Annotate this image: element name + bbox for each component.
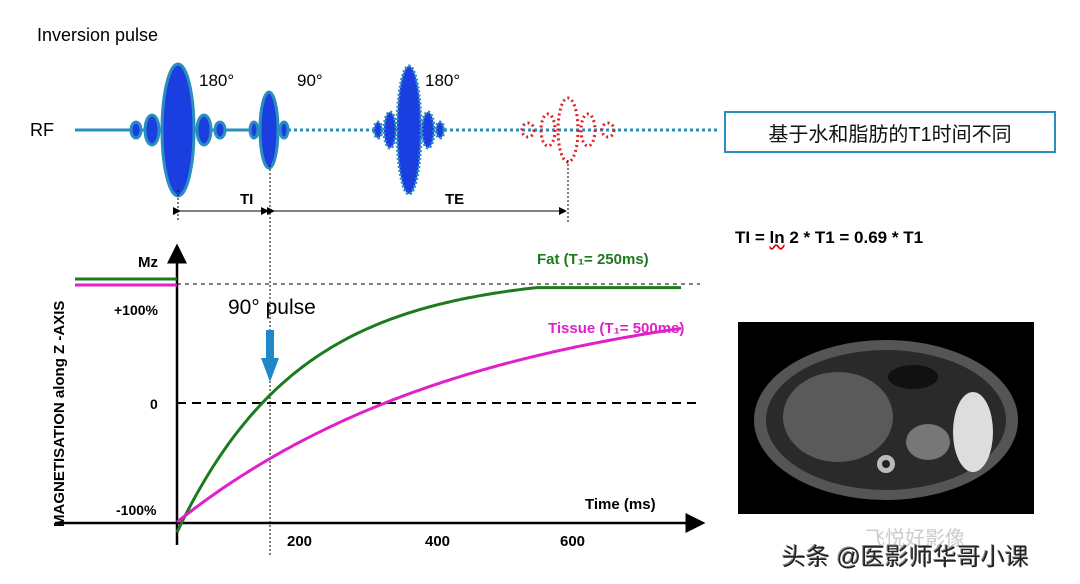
tissue-curve [176,326,682,524]
x-axis-label: Time (ms) [585,496,656,513]
watermark-logo: 飞悦好影像 [865,528,965,550]
pulse-arrow-icon [261,330,279,382]
pulse-label: 90° pulse [228,296,316,319]
legend-fat: Fat (T₁= 250ms) [537,251,649,268]
inversion-pulse-label: Inversion pulse [37,25,158,45]
ytick: +100% [114,302,159,318]
watermark-credit: 头条 @医影师华哥小课 [782,544,1030,571]
y-axis-label: MAGNETISATION along Z -AXIS [51,301,68,527]
legend-tissue: Tissue (T₁= 500ms) [548,320,684,337]
rf-label: RF [30,120,54,140]
te-label: TE [445,191,464,208]
echo-signal [520,96,616,164]
xtick: 400 [425,533,450,550]
ti-formula: TI = ln 2 * T1 = 0.69 * T1 [735,228,924,247]
mz-label: Mz [138,254,158,271]
angle-180-label: 180° [199,71,234,90]
xtick: 200 [287,533,312,550]
rf-pulse-180-refocus [372,64,446,196]
magnetization-chart: MAGNETISATION along Z -AXIS Mz +100% 0 -… [51,243,706,550]
rf-pulse-90 [248,90,290,170]
mri-image [738,322,1034,514]
xtick: 600 [560,533,585,550]
rf-pulse-180-inversion [129,62,227,198]
note-box: 基于水和脂肪的T1时间不同 [724,111,1056,153]
angle-90-label: 90° [297,71,323,90]
ti-label: TI [240,191,253,208]
fat-curve [175,286,681,533]
ytick: 0 [150,396,158,412]
angle-180b-label: 180° [425,71,460,90]
ytick: -100% [116,502,157,518]
